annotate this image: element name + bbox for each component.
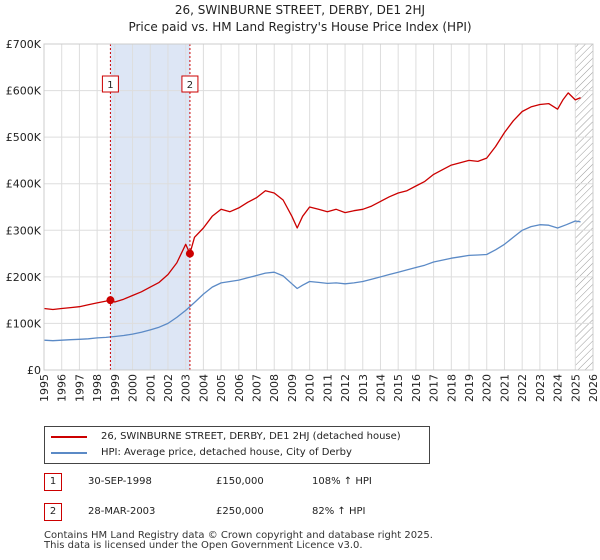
sale-marker xyxy=(106,296,115,305)
x-tick-label: 1997 xyxy=(73,374,86,402)
annotation-badge xyxy=(181,75,199,93)
legend-swatch-property xyxy=(51,436,87,438)
legend-swatch-hpi xyxy=(51,452,87,454)
transaction-badge: 2 xyxy=(44,503,62,521)
x-tick-label: 2004 xyxy=(197,374,210,402)
x-tick-label: 2022 xyxy=(516,374,529,402)
x-tick-label: 2008 xyxy=(268,374,281,402)
sale-marker xyxy=(185,249,194,258)
y-tick-label: £100K xyxy=(6,317,42,330)
x-tick-label: 2025 xyxy=(569,374,582,402)
chart-subtitle: Price paid vs. HM Land Registry's House … xyxy=(128,20,472,34)
y-tick-label: £0 xyxy=(27,364,41,377)
x-tick-label: 2021 xyxy=(498,374,511,402)
x-tick-label: 2014 xyxy=(374,374,387,402)
x-tick-label: 2002 xyxy=(162,374,175,402)
annotation-label: 2 xyxy=(187,80,193,91)
price-chart: 1 2 £0 £100K £200K £300K £400K £500K £600K £700K… xyxy=(6,38,600,402)
x-tick-label: 2026 xyxy=(587,374,600,402)
future-hatch xyxy=(575,44,593,370)
y-tick-label: £600K xyxy=(6,85,42,98)
x-tick-label: 1996 xyxy=(56,374,69,402)
x-tick-label: 2024 xyxy=(552,374,565,402)
annotation-badge xyxy=(101,75,119,93)
legend: 26, SWINBURNE STREET, DERBY, DE1 2HJ (de… xyxy=(44,426,430,464)
series-line-property xyxy=(43,92,581,311)
y-tick-label: £400K xyxy=(6,178,42,191)
footer-line-2: This data is licensed under the Open Gov… xyxy=(44,540,363,551)
x-tick-label: 2001 xyxy=(144,374,157,402)
series-line-hpi xyxy=(43,220,581,342)
x-tick-label: 1995 xyxy=(38,374,51,402)
x-tick-label: 2012 xyxy=(339,374,352,402)
y-tick-label: £500K xyxy=(6,131,42,144)
transaction-price: £150,000 xyxy=(216,476,264,487)
footer: Contains HM Land Registry data © Crown c… xyxy=(44,531,433,551)
x-tick-label: 2000 xyxy=(127,374,140,402)
transaction-date: 28-MAR-2003 xyxy=(88,506,156,517)
transaction-hpi: 82% ↑ HPI xyxy=(312,506,366,517)
x-tick-label: 2007 xyxy=(251,374,264,402)
transaction-badge: 1 xyxy=(44,473,62,491)
x-tick-label: 1998 xyxy=(91,374,104,402)
x-tick-label: 2016 xyxy=(410,374,423,402)
legend-label-hpi: HPI: Average price, detached house, City… xyxy=(101,447,352,458)
x-tick-label: 2011 xyxy=(321,374,334,402)
plot-border xyxy=(43,43,594,371)
transaction-price: £250,000 xyxy=(216,506,264,517)
x-tick-label: 1999 xyxy=(109,374,122,402)
transaction-date: 30-SEP-1998 xyxy=(88,476,152,487)
x-tick-label: 2013 xyxy=(357,374,370,402)
chart-title-block: 26, SWINBURNE STREET, DERBY, DE1 2HJ Pri… xyxy=(0,2,600,36)
x-tick-label: 2019 xyxy=(463,374,476,402)
x-tick-label: 2020 xyxy=(481,374,494,402)
x-tick-label: 2003 xyxy=(180,374,193,402)
annotation-label: 1 xyxy=(107,80,113,91)
y-tick-label: £200K xyxy=(6,271,42,284)
chart-title: 26, SWINBURNE STREET, DERBY, DE1 2HJ xyxy=(174,3,426,17)
x-tick-label: 2005 xyxy=(215,374,228,402)
x-tick-label: 2010 xyxy=(304,374,317,402)
footer-line-1: Contains HM Land Registry data © Crown c… xyxy=(44,530,433,541)
x-tick-label: 2009 xyxy=(286,374,299,402)
legend-label-property: 26, SWINBURNE STREET, DERBY, DE1 2HJ (de… xyxy=(101,431,401,442)
y-tick-label: £300K xyxy=(6,224,42,237)
x-tick-label: 2015 xyxy=(392,374,405,402)
x-tick-label: 2023 xyxy=(534,374,547,402)
y-tick-label: £700K xyxy=(6,38,42,51)
transaction-hpi: 108% ↑ HPI xyxy=(312,476,372,487)
x-tick-label: 2018 xyxy=(445,374,458,402)
x-tick-label: 2006 xyxy=(233,374,246,402)
x-tick-label: 2017 xyxy=(428,374,441,402)
